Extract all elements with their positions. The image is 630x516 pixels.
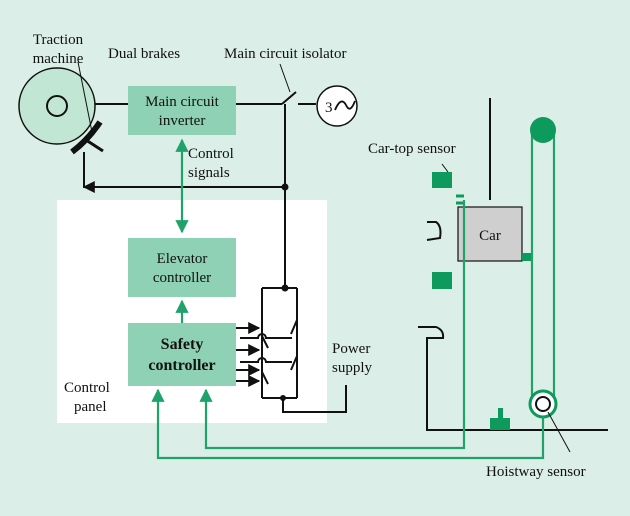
isolator-pointer: [279, 63, 291, 93]
dual-brakes-pointer: [77, 61, 93, 133]
inverter-label-line2: inverter: [159, 113, 206, 129]
car-top-sensor-label: Car-top sensor: [368, 141, 456, 157]
control-panel-label-line1: Control: [64, 380, 110, 396]
main-circuit-isolator-label: Main circuit isolator: [224, 46, 346, 62]
hoist-rope-pulley: [528, 117, 558, 419]
car-box: [457, 206, 523, 262]
traction-machine-label-line2: machine: [33, 51, 84, 67]
dual-brakes-icon: [70, 120, 104, 155]
traction-machine-label-line1: Traction: [33, 32, 84, 48]
floor-sensor-icon: [490, 408, 510, 430]
elevator-controller-label-line2: controller: [153, 270, 211, 286]
hoistway-sensor-wire: [151, 388, 545, 460]
safety-controller-label-line2: controller: [148, 357, 215, 374]
traction-machine-icon: [18, 67, 96, 145]
hoistway-sensor-pointer: [547, 411, 571, 453]
control-panel-label-line2: panel: [74, 399, 106, 415]
car-top-sensor-cable: [456, 194, 464, 205]
power-supply-label-line1: Power: [332, 341, 370, 357]
safety-controller-label-line1: Safety: [161, 336, 204, 353]
power-supply-label-line2: supply: [332, 360, 373, 376]
landing-sensor-icon: [432, 272, 452, 289]
control-signals-label-line1: Control: [188, 146, 234, 162]
hoistway-sensor-label: Hoistway sensor: [486, 464, 586, 480]
car-top-sensor-pointer: [441, 163, 449, 173]
safety-controller-box: [128, 323, 236, 386]
car-sensor-tab: [522, 253, 532, 261]
car-label: Car: [479, 228, 501, 244]
brake-control-wire: [83, 152, 285, 188]
safety-relay-contacts: [236, 287, 298, 399]
three-phase-source-icon: 3: [316, 85, 358, 127]
car-top-sensor-icon: [432, 172, 452, 188]
control-signals-label-line2: signals: [188, 165, 230, 181]
three-phase-label: 3: [325, 100, 333, 116]
elevator-controller-box: [128, 238, 236, 297]
main-circuit-isolator-switch: [281, 91, 316, 105]
hoistway-structure: [418, 98, 608, 431]
inverter-label-line1: Main circuit: [145, 94, 220, 110]
dual-brakes-label: Dual brakes: [108, 46, 180, 62]
elevator-controller-label-line1: Elevator: [157, 251, 208, 267]
main-circuit-inverter-box: [128, 86, 236, 135]
power-supply-wire: [282, 385, 347, 413]
car-top-sensor-wire: [199, 200, 466, 450]
